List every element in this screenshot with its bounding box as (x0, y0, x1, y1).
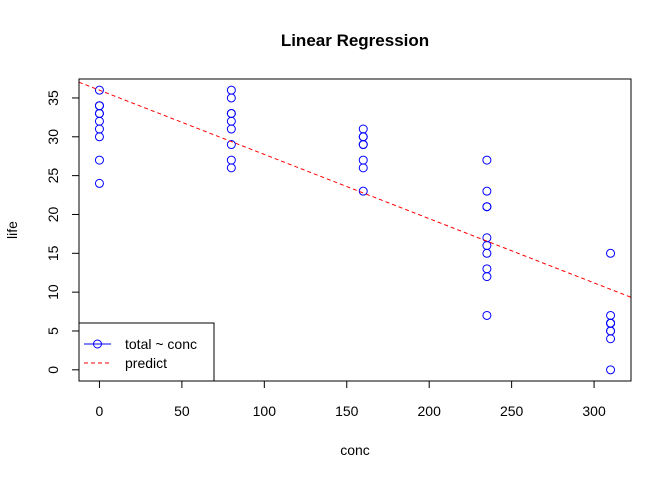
data-point (358, 155, 368, 165)
x-axis-title: conc (340, 442, 370, 458)
data-point (606, 248, 616, 258)
legend-label-total: total ~ conc (125, 336, 197, 352)
data-point (482, 248, 492, 258)
x-tick-label: 150 (335, 403, 359, 419)
data-point (482, 264, 492, 274)
x-tick-label: 300 (582, 403, 606, 419)
x-tick-label: 200 (418, 403, 442, 419)
y-tick-label: 15 (45, 245, 61, 261)
y-tick-label: 5 (45, 327, 61, 335)
data-point (94, 108, 104, 118)
data-point (94, 101, 104, 111)
data-point (94, 155, 104, 165)
x-axis: 0 50 100 150 200 250 300 (96, 380, 606, 419)
x-tick-label: 100 (253, 403, 277, 419)
legend: total ~ conc predict (78, 322, 215, 382)
data-point (482, 241, 492, 251)
data-point (606, 310, 616, 320)
data-point (482, 272, 492, 282)
data-point (94, 124, 104, 134)
data-point (606, 334, 616, 344)
data-point (482, 155, 492, 165)
y-axis-title: life (4, 221, 20, 239)
chart-title: Linear Regression (281, 31, 429, 50)
data-point (94, 132, 104, 142)
data-point (482, 186, 492, 196)
data-point (94, 178, 104, 188)
legend-marker-total (93, 339, 102, 349)
x-tick-label: 50 (174, 403, 190, 419)
data-point (226, 116, 236, 126)
data-point (358, 140, 368, 150)
y-tick-label: 0 (45, 366, 61, 374)
y-axis: 0 5 10 15 20 25 30 35 (45, 90, 80, 374)
data-point (226, 93, 236, 103)
data-point (358, 124, 368, 134)
data-point (94, 85, 104, 95)
y-tick-label: 20 (45, 206, 61, 222)
data-point (226, 155, 236, 165)
x-tick-label: 250 (500, 403, 524, 419)
y-tick-label: 25 (45, 168, 61, 184)
y-tick-label: 10 (45, 284, 61, 300)
data-point (226, 124, 236, 134)
data-point (226, 108, 236, 118)
data-point (482, 202, 492, 212)
data-point (606, 318, 616, 328)
legend-box (78, 322, 215, 382)
data-point (358, 186, 368, 196)
y-tick-label: 35 (45, 90, 61, 106)
regression-line (79, 81, 631, 298)
data-point (358, 163, 368, 173)
data-point (94, 116, 104, 126)
x-tick-label: 0 (96, 403, 104, 419)
legend-label-predict: predict (125, 355, 167, 371)
data-point (358, 132, 368, 142)
data-point (226, 85, 236, 95)
data-point (482, 310, 492, 320)
data-point (606, 365, 616, 375)
series-layer (79, 81, 631, 375)
data-point (606, 326, 616, 336)
data-point (226, 163, 236, 173)
data-point (226, 140, 236, 150)
y-tick-label: 30 (45, 129, 61, 145)
